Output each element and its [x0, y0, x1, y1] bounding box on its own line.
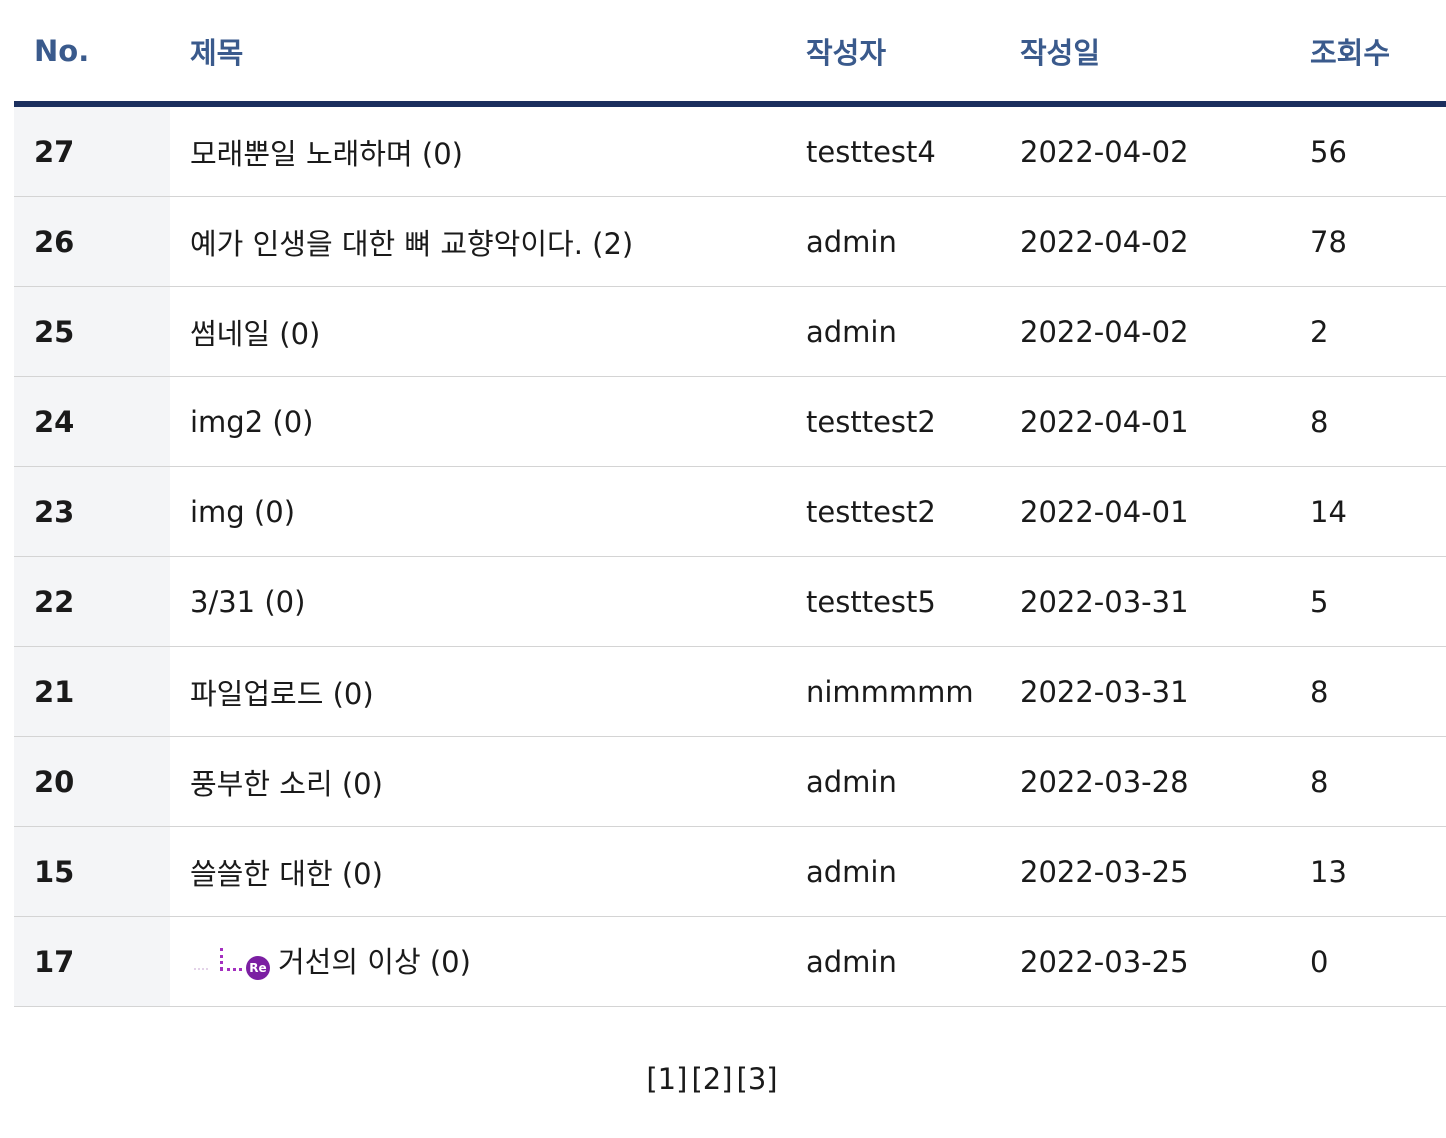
table-row: 23 img (0) testtest2 2022-04-01 14	[14, 466, 1446, 557]
table-row: 27 모래뿐일 노래하며 (0) testtest4 2022-04-02 56	[14, 104, 1446, 197]
post-date: 2022-03-31	[1000, 646, 1290, 737]
reply-indent-icon: Re	[190, 944, 272, 984]
post-number: 20	[14, 736, 170, 827]
post-title-link[interactable]: 풍부한 소리 (0)	[190, 766, 383, 801]
board-list: No. 제목 작성자 작성일 조회수 27 모래뿐일 노래하며 (0) testte…	[14, 0, 1446, 1007]
table-row: 22 3/31 (0) testtest5 2022-03-31 5	[14, 556, 1446, 647]
post-title-link[interactable]: img (0)	[190, 494, 296, 529]
post-title-link[interactable]: 예가 인생을 대한 뼈 교향악이다. (2)	[190, 226, 634, 261]
post-views: 0	[1290, 916, 1446, 1007]
post-number: 22	[14, 556, 170, 647]
post-views: 8	[1290, 736, 1446, 827]
pagination: [1] [2] [3]	[0, 1062, 1424, 1096]
post-number: 17	[14, 916, 170, 1007]
post-views: 56	[1290, 104, 1446, 197]
post-title-link[interactable]: img2 (0)	[190, 404, 314, 439]
header-date: 작성일	[1000, 0, 1290, 107]
post-title-cell: img (0)	[170, 466, 786, 557]
post-author: admin	[786, 286, 1000, 377]
post-title-cell: 3/31 (0)	[170, 556, 786, 647]
page-link-1[interactable]: [1]	[646, 1062, 688, 1096]
post-title-cell: 모래뿐일 노래하며 (0)	[170, 104, 786, 197]
post-date: 2022-03-25	[1000, 916, 1290, 1007]
post-number: 26	[14, 196, 170, 287]
post-author: admin	[786, 826, 1000, 917]
post-title-cell: img2 (0)	[170, 376, 786, 467]
post-views: 8	[1290, 376, 1446, 467]
post-views: 5	[1290, 556, 1446, 647]
table-row: 20 풍부한 소리 (0) admin 2022-03-28 8	[14, 736, 1446, 827]
post-date: 2022-03-25	[1000, 826, 1290, 917]
table-body: 27 모래뿐일 노래하며 (0) testtest4 2022-04-02 56 26 예가…	[14, 104, 1446, 1007]
post-author: nimmmmm	[786, 646, 1000, 737]
post-number: 23	[14, 466, 170, 557]
post-title-link[interactable]: 썸네일 (0)	[190, 316, 321, 351]
post-author: admin	[786, 196, 1000, 287]
post-date: 2022-04-02	[1000, 286, 1290, 377]
post-title-cell: 썸네일 (0)	[170, 286, 786, 377]
table-row: 25 썸네일 (0) admin 2022-04-02 2	[14, 286, 1446, 377]
indent-dots	[194, 968, 208, 970]
post-author: admin	[786, 916, 1000, 1007]
table-row: 26 예가 인생을 대한 뼈 교향악이다. (2) admin 2022-04-02 7…	[14, 196, 1446, 287]
post-title-cell: 쓸쓸한 대한 (0)	[170, 826, 786, 917]
table-row: 24 img2 (0) testtest2 2022-04-01 8	[14, 376, 1446, 467]
header-no: No.	[14, 0, 170, 107]
table-header-row: No. 제목 작성자 작성일 조회수	[14, 0, 1446, 107]
page-link-3[interactable]: [3]	[736, 1062, 778, 1096]
post-views: 2	[1290, 286, 1446, 377]
post-date: 2022-03-31	[1000, 556, 1290, 647]
post-title-cell: Re 거선의 이상 (0)	[170, 916, 786, 1007]
post-author: testtest4	[786, 104, 1000, 197]
post-title-link[interactable]: 거선의 이상 (0)	[278, 945, 471, 979]
post-date: 2022-04-02	[1000, 104, 1290, 197]
post-views: 14	[1290, 466, 1446, 557]
post-author: admin	[786, 736, 1000, 827]
post-date: 2022-04-01	[1000, 466, 1290, 557]
post-number: 21	[14, 646, 170, 737]
post-number: 27	[14, 104, 170, 197]
post-views: 13	[1290, 826, 1446, 917]
post-table: No. 제목 작성자 작성일 조회수 27 모래뿐일 노래하며 (0) testte…	[14, 0, 1446, 1007]
reply-badge-icon: Re	[246, 956, 270, 980]
post-author: testtest5	[786, 556, 1000, 647]
post-number: 24	[14, 376, 170, 467]
header-author: 작성자	[786, 0, 1000, 107]
post-title-link[interactable]: 3/31 (0)	[190, 584, 306, 619]
reply-line-horizontal	[220, 968, 242, 974]
post-title-link[interactable]: 쓸쓸한 대한 (0)	[190, 856, 383, 891]
header-title: 제목	[170, 0, 786, 107]
table-row: 17 Re 거선의 이상 (0) admin 2022-03-25 0	[14, 916, 1446, 1007]
post-date: 2022-04-02	[1000, 196, 1290, 287]
post-author: testtest2	[786, 376, 1000, 467]
post-number: 25	[14, 286, 170, 377]
table-row: 15 쓸쓸한 대한 (0) admin 2022-03-25 13	[14, 826, 1446, 917]
post-author: testtest2	[786, 466, 1000, 557]
post-title-cell: 예가 인생을 대한 뼈 교향악이다. (2)	[170, 196, 786, 287]
post-views: 8	[1290, 646, 1446, 737]
header-views: 조회수	[1290, 0, 1446, 107]
post-date: 2022-04-01	[1000, 376, 1290, 467]
post-title-cell: 파일업로드 (0)	[170, 646, 786, 737]
post-title-cell: 풍부한 소리 (0)	[170, 736, 786, 827]
post-views: 78	[1290, 196, 1446, 287]
post-title-link[interactable]: 파일업로드 (0)	[190, 676, 374, 711]
post-title-link[interactable]: 모래뿐일 노래하며 (0)	[190, 136, 463, 171]
page-link-2[interactable]: [2]	[691, 1062, 733, 1096]
post-number: 15	[14, 826, 170, 917]
reply-line-vertical	[220, 948, 226, 970]
table-row: 21 파일업로드 (0) nimmmmm 2022-03-31 8	[14, 646, 1446, 737]
post-date: 2022-03-28	[1000, 736, 1290, 827]
